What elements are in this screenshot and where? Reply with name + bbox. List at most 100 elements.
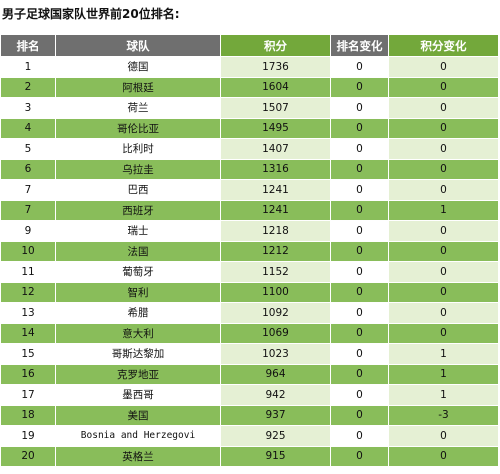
table-row: 3 荷兰 1507 0 0 [0, 97, 499, 119]
team-cell: 巴西 [55, 179, 221, 201]
rank-change-cell: 0 [330, 404, 389, 426]
rank-cell: 13 [0, 302, 56, 324]
rank-cell: 4 [0, 117, 56, 139]
points-cell: 937 [220, 404, 331, 426]
header-points: 积分 [220, 34, 331, 57]
rank-cell: 6 [0, 158, 56, 180]
rank-change-cell: 0 [330, 199, 389, 221]
team-cell: 西班牙 [55, 199, 221, 221]
points-cell: 1407 [220, 138, 331, 160]
points-cell: 942 [220, 384, 331, 406]
team-cell: 意大利 [55, 322, 221, 344]
rank-change-cell: 0 [330, 445, 389, 467]
table-row: 14 意大利 1069 0 0 [0, 322, 499, 344]
points-cell: 1507 [220, 97, 331, 119]
team-cell: 荷兰 [55, 97, 221, 119]
team-cell: 希腊 [55, 302, 221, 324]
rank-change-cell: 0 [330, 56, 389, 78]
rank-cell: 7 [0, 179, 56, 201]
points-change-cell: 0 [388, 158, 499, 180]
rank-change-cell: 0 [330, 117, 389, 139]
header-rank-change: 排名变化 [330, 34, 389, 57]
rank-change-cell: 0 [330, 261, 389, 283]
points-cell: 1736 [220, 56, 331, 78]
points-cell: 1241 [220, 199, 331, 221]
team-cell: Bosnia and Herzegovi [55, 425, 221, 447]
ranking-table: 排名 球队 积分 排名变化 积分变化 1 德国 1736 0 0 2 阿根廷 1… [0, 34, 499, 467]
table-row: 11 葡萄牙 1152 0 0 [0, 261, 499, 283]
points-change-cell: 1 [388, 343, 499, 365]
points-change-cell: 1 [388, 199, 499, 221]
team-cell: 墨西哥 [55, 384, 221, 406]
page-title: 男子足球国家队世界前20位排名: [2, 7, 180, 21]
points-change-cell: 1 [388, 384, 499, 406]
points-change-cell: 0 [388, 220, 499, 242]
points-change-cell: 1 [388, 363, 499, 385]
rank-cell: 2 [0, 76, 56, 98]
table-row: 16 克罗地亚 964 0 1 [0, 363, 499, 385]
team-cell: 智利 [55, 281, 221, 303]
table-row: 2 阿根廷 1604 0 0 [0, 76, 499, 98]
rank-change-cell: 0 [330, 281, 389, 303]
team-cell: 乌拉圭 [55, 158, 221, 180]
rank-cell: 1 [0, 56, 56, 78]
points-cell: 1218 [220, 220, 331, 242]
rank-cell: 7 [0, 199, 56, 221]
team-cell: 阿根廷 [55, 76, 221, 98]
rank-change-cell: 0 [330, 302, 389, 324]
points-change-cell: 0 [388, 445, 499, 467]
points-change-cell: 0 [388, 302, 499, 324]
rank-change-cell: 0 [330, 97, 389, 119]
rank-cell: 15 [0, 343, 56, 365]
team-cell: 哥斯达黎加 [55, 343, 221, 365]
table-row: 12 智利 1100 0 0 [0, 281, 499, 303]
rank-change-cell: 0 [330, 179, 389, 201]
table-row: 15 哥斯达黎加 1023 0 1 [0, 343, 499, 365]
header-team: 球队 [55, 34, 221, 57]
points-cell: 1316 [220, 158, 331, 180]
team-cell: 克罗地亚 [55, 363, 221, 385]
rank-change-cell: 0 [330, 76, 389, 98]
rank-cell: 10 [0, 240, 56, 262]
table-row: 20 英格兰 915 0 0 [0, 445, 499, 467]
points-cell: 1069 [220, 322, 331, 344]
rank-change-cell: 0 [330, 343, 389, 365]
table-row: 5 比利时 1407 0 0 [0, 138, 499, 160]
rank-cell: 16 [0, 363, 56, 385]
team-cell: 哥伦比亚 [55, 117, 221, 139]
points-cell: 964 [220, 363, 331, 385]
rank-change-cell: 0 [330, 363, 389, 385]
table-row: 7 巴西 1241 0 0 [0, 179, 499, 201]
rank-change-cell: 0 [330, 240, 389, 262]
team-cell: 法国 [55, 240, 221, 262]
rank-cell: 12 [0, 281, 56, 303]
rank-cell: 14 [0, 322, 56, 344]
table-row: 6 乌拉圭 1316 0 0 [0, 158, 499, 180]
table-row: 1 德国 1736 0 0 [0, 56, 499, 78]
rank-cell: 9 [0, 220, 56, 242]
table-header-row: 排名 球队 积分 排名变化 积分变化 [0, 34, 499, 57]
table-row: 9 瑞士 1218 0 0 [0, 220, 499, 242]
points-cell: 1241 [220, 179, 331, 201]
points-change-cell: -3 [388, 404, 499, 426]
table-row: 17 墨西哥 942 0 1 [0, 384, 499, 406]
points-cell: 915 [220, 445, 331, 467]
points-cell: 1023 [220, 343, 331, 365]
rank-cell: 18 [0, 404, 56, 426]
rank-cell: 11 [0, 261, 56, 283]
team-cell: 比利时 [55, 138, 221, 160]
rank-cell: 20 [0, 445, 56, 467]
header-points-change: 积分变化 [388, 34, 499, 57]
team-cell: 美国 [55, 404, 221, 426]
points-change-cell: 0 [388, 281, 499, 303]
team-cell: 瑞士 [55, 220, 221, 242]
team-cell: 英格兰 [55, 445, 221, 467]
table-row: 13 希腊 1092 0 0 [0, 302, 499, 324]
points-cell: 1152 [220, 261, 331, 283]
rank-cell: 17 [0, 384, 56, 406]
table-row: 7 西班牙 1241 0 1 [0, 199, 499, 221]
points-change-cell: 0 [388, 117, 499, 139]
points-change-cell: 0 [388, 261, 499, 283]
rank-change-cell: 0 [330, 220, 389, 242]
points-change-cell: 0 [388, 97, 499, 119]
